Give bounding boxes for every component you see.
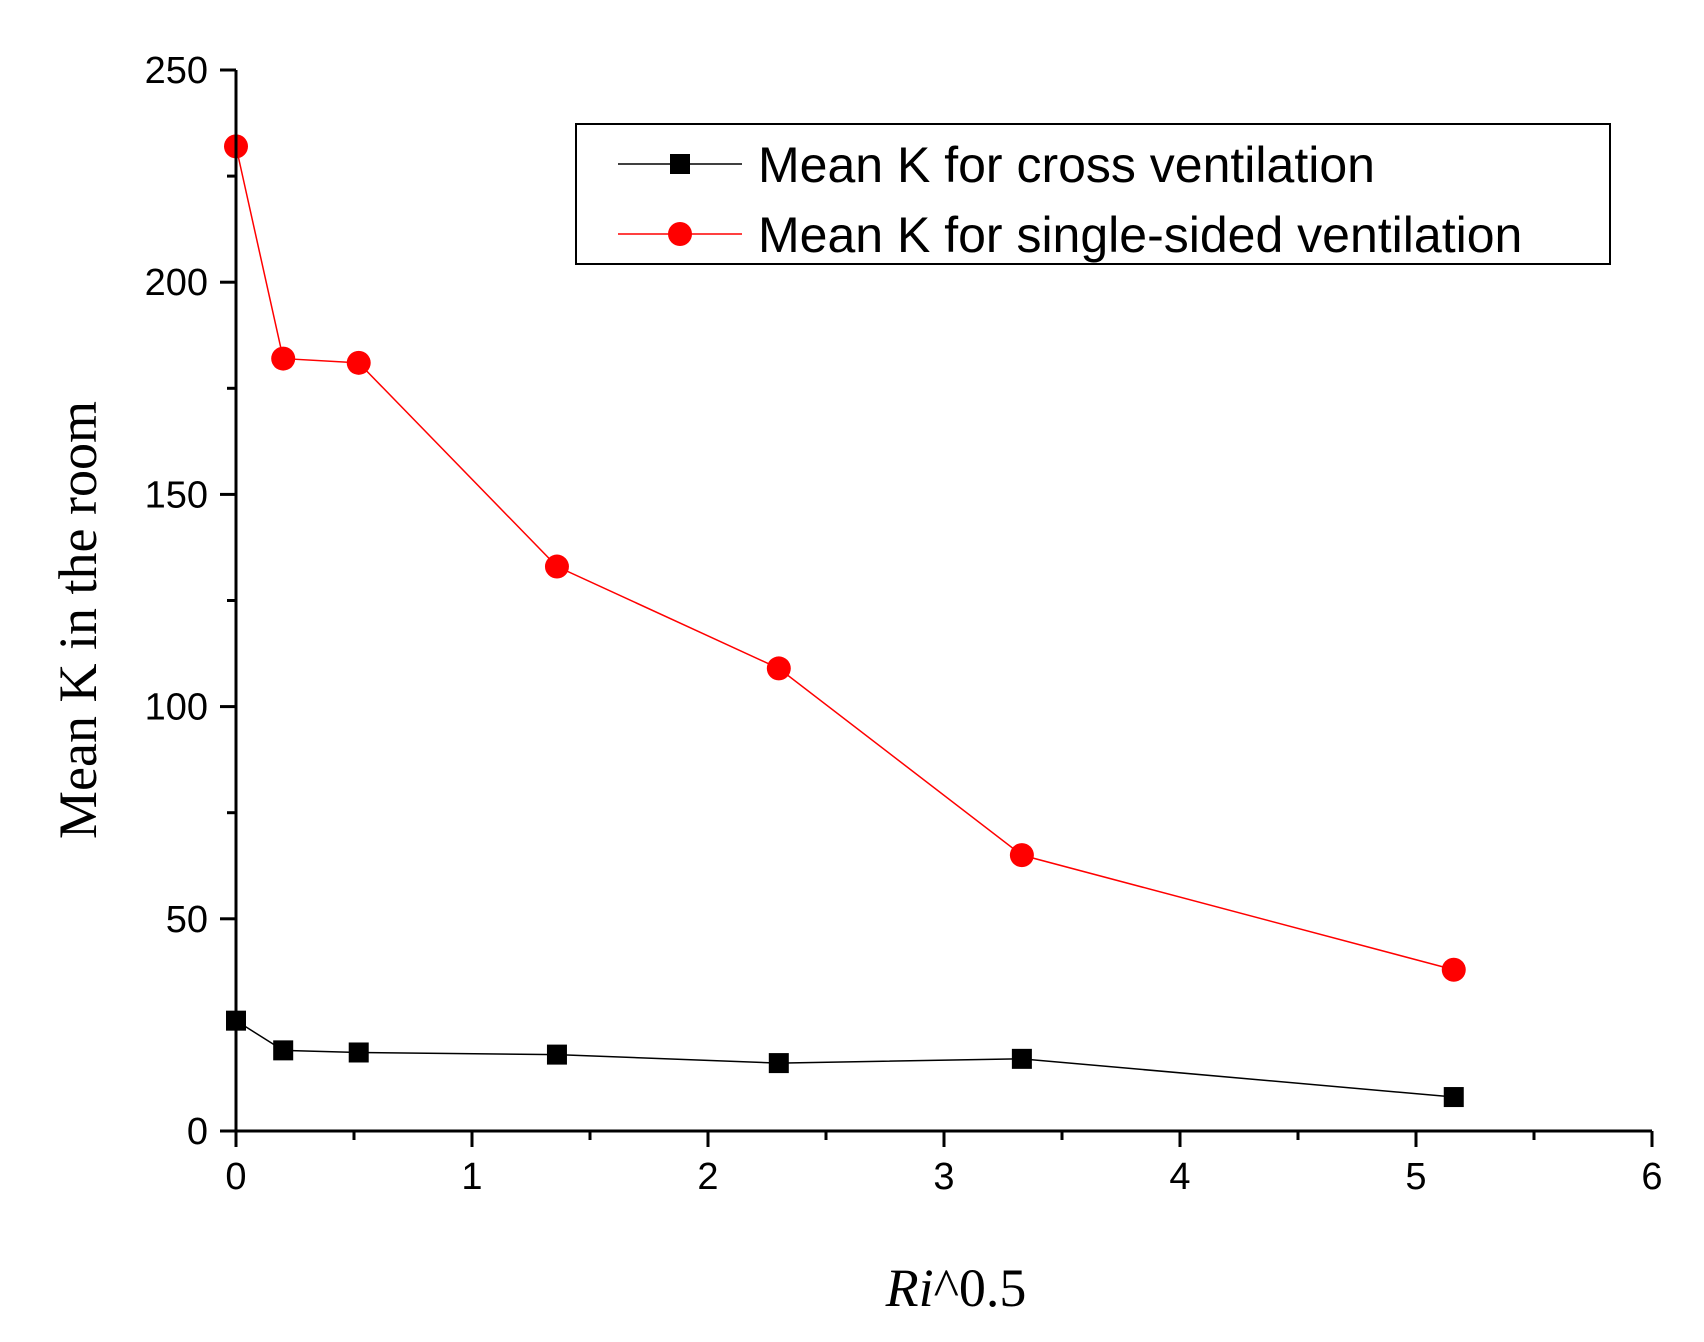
series-cross-ventilation: [226, 1010, 1464, 1108]
y-tick-label: 150: [145, 474, 208, 516]
legend-label-cross: Mean K for cross ventilation: [758, 137, 1375, 193]
x-axis-ticks: 0 1 2 3 4 5 6: [225, 1131, 1663, 1198]
x-axis-title-rest: ^0.5: [934, 1258, 1027, 1318]
y-axis-title: Mean K in the room: [48, 401, 108, 839]
data-point-circle: [766, 656, 791, 681]
y-tick-label: 0: [187, 1111, 208, 1153]
series-line: [235, 1020, 1454, 1098]
x-tick-label: 5: [1405, 1156, 1426, 1198]
legend: Mean K for cross ventilation Mean K for …: [575, 123, 1611, 265]
legend-entry-cross: Mean K for cross ventilation: [618, 137, 1375, 193]
data-point-square: [348, 1042, 369, 1063]
data-point-circle: [271, 346, 296, 371]
data-point-circle: [346, 350, 371, 375]
data-point-square: [1443, 1087, 1464, 1108]
legend-label-single: Mean K for single-sided ventilation: [758, 207, 1522, 263]
series-line: [235, 146, 1454, 971]
legend-entry-single: Mean K for single-sided ventilation: [618, 207, 1522, 263]
legend-box: [575, 123, 1611, 265]
data-point-circle: [1441, 957, 1466, 982]
y-tick-label: 100: [145, 687, 208, 729]
x-tick-label: 6: [1641, 1156, 1662, 1198]
x-axis-title: Ri^0.5: [885, 1258, 1027, 1318]
series-layer: [224, 134, 1466, 1108]
legend-marker-square: [670, 154, 690, 174]
data-point-square: [273, 1040, 294, 1061]
x-axis-title-italic: Ri: [885, 1258, 934, 1318]
data-point-square: [1011, 1048, 1032, 1069]
data-point-square: [768, 1053, 789, 1074]
y-tick-label: 50: [166, 899, 208, 941]
x-tick-label: 3: [933, 1156, 954, 1198]
y-tick-label: 200: [145, 262, 208, 304]
x-tick-label: 1: [461, 1156, 482, 1198]
y-axis-ticks: 0 50 100 150 200 250: [145, 50, 236, 1153]
x-tick-label: 4: [1169, 1156, 1190, 1198]
y-tick-label: 250: [145, 50, 208, 92]
x-tick-label: 2: [697, 1156, 718, 1198]
data-point-circle: [544, 554, 569, 579]
legend-marker-circle: [668, 222, 692, 246]
plot-area: 0 1 2 3 4 5 6 0 50 100 150 200 250: [145, 50, 1663, 1198]
data-point-square: [546, 1044, 567, 1065]
data-point-circle: [1009, 843, 1034, 868]
x-tick-label: 0: [225, 1156, 246, 1198]
